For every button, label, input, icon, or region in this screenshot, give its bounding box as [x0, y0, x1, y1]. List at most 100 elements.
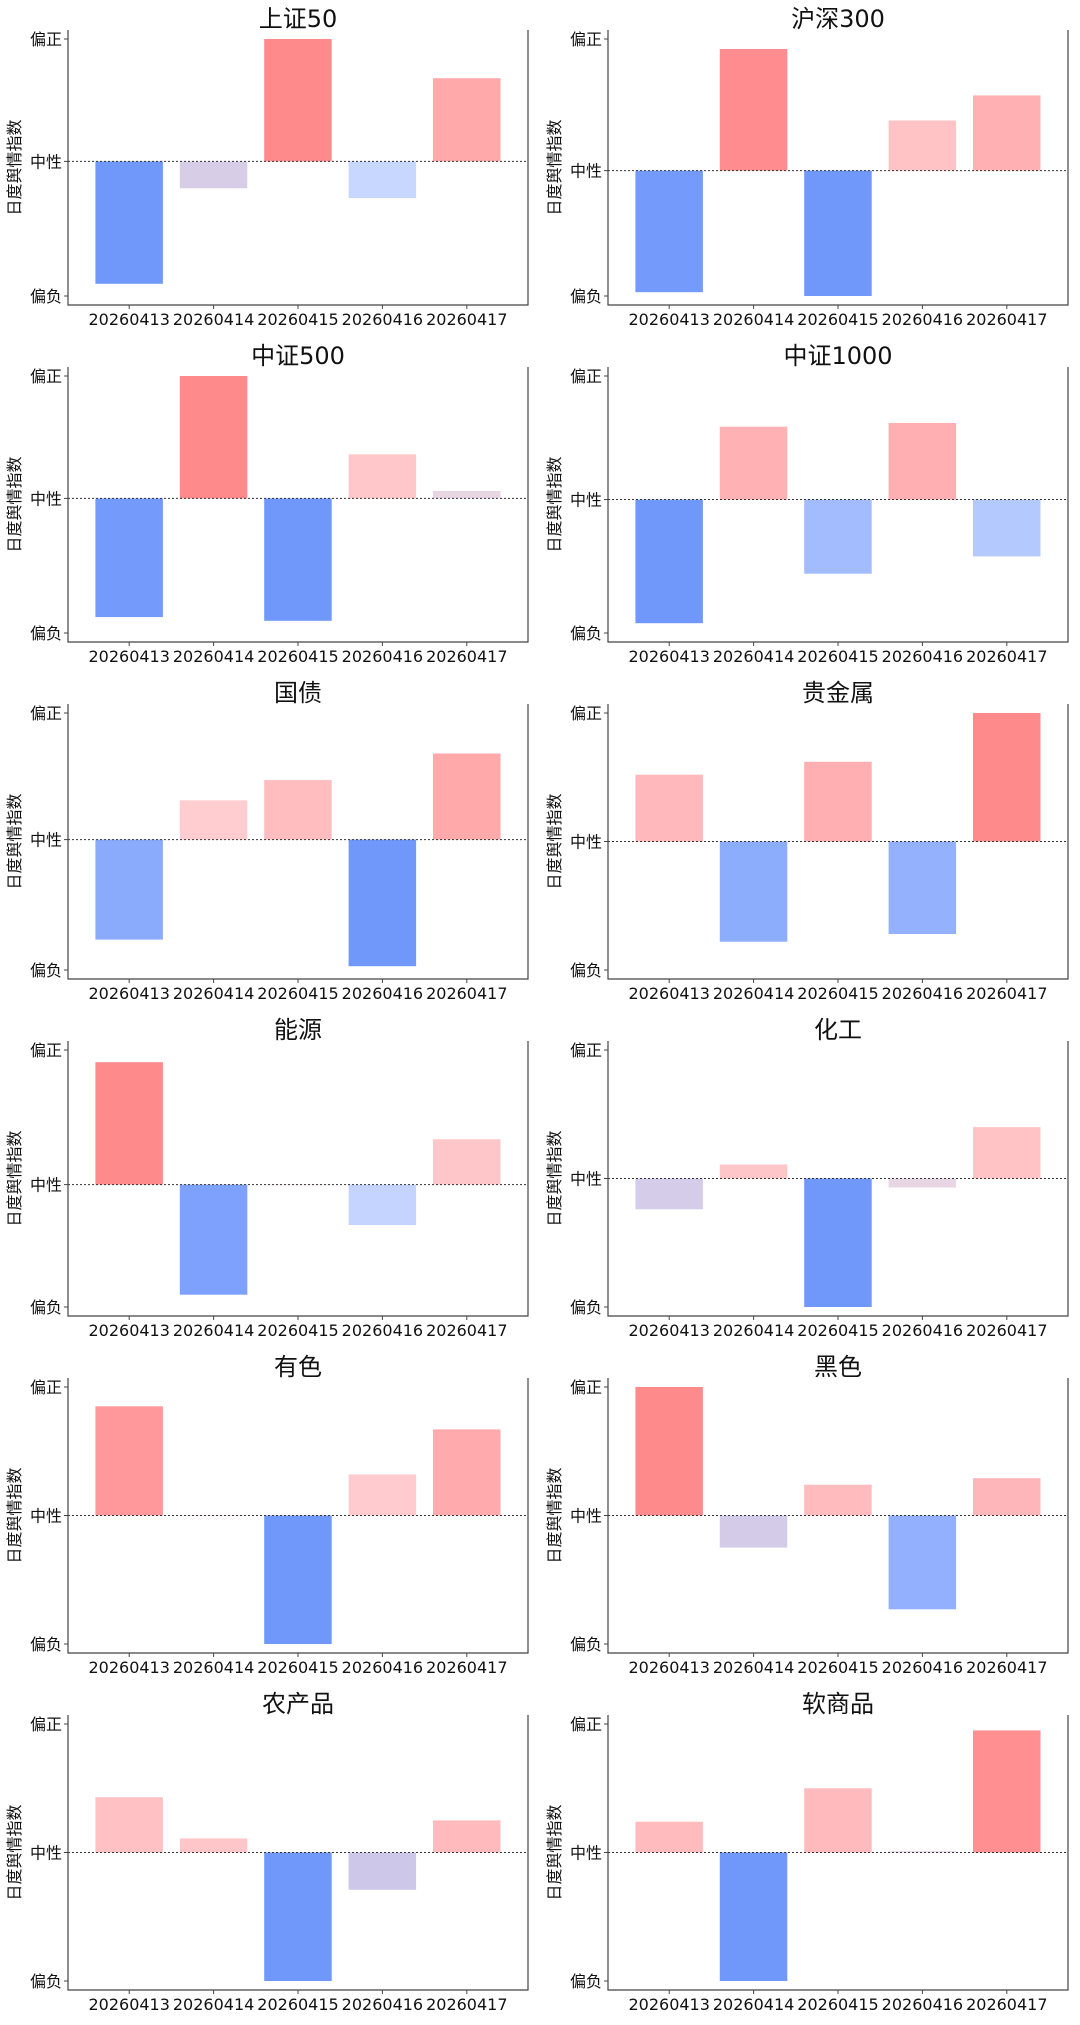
sentiment-bar-chart: 能源 20260413 20260414 20260415 20260416 202604… — [5, 1016, 529, 1340]
chart-title: 能源 — [274, 1016, 322, 1044]
sentiment-bar-chart: 贵金属 20260413 20260414 20260415 20260416 20260… — [545, 679, 1069, 1003]
y-tick-label-neutral: 中性 — [30, 1176, 62, 1195]
bar — [433, 753, 501, 840]
x-tick-label: 20260417 — [966, 1321, 1047, 1340]
y-tick-label-positive: 偏正 — [570, 367, 602, 386]
x-tick-label: 20260414 — [713, 1321, 794, 1340]
x-tick-label: 20260416 — [882, 1658, 963, 1677]
bar — [264, 498, 332, 621]
bar — [888, 1178, 957, 1188]
bar — [719, 841, 788, 942]
bar — [179, 1184, 248, 1295]
sentiment-bar-chart: 软商品 20260413 20260414 20260415 20260416 20260… — [545, 1690, 1069, 2014]
bar — [179, 161, 248, 189]
y-tick-label-neutral: 中性 — [570, 162, 602, 181]
bar — [264, 780, 332, 840]
y-tick-label-positive: 偏正 — [570, 1378, 602, 1397]
x-tick-label: 20260417 — [966, 1995, 1047, 2014]
axis-frame — [67, 704, 529, 980]
x-tick-label: 20260414 — [713, 1995, 794, 2014]
x-tick-label: 20260414 — [173, 647, 254, 666]
x-tick-label: 20260415 — [257, 1658, 338, 1677]
y-tick-label-positive: 偏正 — [30, 1378, 62, 1397]
x-tick-label: 20260413 — [88, 1321, 169, 1340]
y-tick-label-positive: 偏正 — [570, 30, 602, 49]
bar — [264, 1515, 332, 1644]
x-tick-label: 20260417 — [426, 984, 507, 1003]
bar — [973, 713, 1041, 842]
bar — [635, 1178, 703, 1210]
bar — [95, 1406, 163, 1516]
x-tick-label: 20260415 — [797, 1995, 878, 2014]
y-axis-label: 日度舆情指数 — [5, 456, 24, 552]
bar — [719, 1164, 788, 1179]
y-axis-label: 日度舆情指数 — [5, 1467, 24, 1563]
chart-title: 中证1000 — [783, 342, 892, 370]
bar — [973, 499, 1041, 557]
y-tick-label-neutral: 中性 — [570, 833, 602, 852]
bar — [348, 1474, 417, 1516]
x-tick-label: 20260415 — [797, 1321, 878, 1340]
y-tick-label-negative: 偏负 — [30, 624, 62, 643]
x-tick-label: 20260416 — [342, 1995, 423, 2014]
y-axis-label: 日度舆情指数 — [5, 1130, 24, 1226]
bar — [179, 376, 248, 499]
y-tick-label-negative: 偏负 — [30, 961, 62, 980]
chart-panel: 软商品 20260413 20260414 20260415 20260416 20260… — [540, 1685, 1080, 2022]
chart-title: 贵金属 — [802, 679, 874, 707]
y-tick-label-positive: 偏正 — [570, 704, 602, 723]
bar — [348, 1184, 417, 1225]
bar — [264, 39, 332, 162]
x-tick-label: 20260415 — [797, 310, 878, 329]
y-tick-label-positive: 偏正 — [30, 1041, 62, 1060]
y-tick-label-negative: 偏负 — [30, 1635, 62, 1654]
bar — [635, 499, 703, 624]
y-axis-label: 日度舆情指数 — [5, 1804, 24, 1900]
sentiment-bar-chart: 上证50 20260413 20260414 20260415 20260416 2026… — [5, 5, 529, 329]
axis-frame — [607, 30, 1069, 306]
y-tick-label-neutral: 中性 — [570, 491, 602, 510]
x-tick-label: 20260414 — [173, 984, 254, 1003]
x-tick-label: 20260413 — [88, 647, 169, 666]
chart-panel: 沪深300 20260413 20260414 20260415 20260416 202… — [540, 0, 1080, 337]
chart-title: 化工 — [814, 1016, 862, 1044]
bar — [179, 1838, 248, 1853]
y-tick-label-neutral: 中性 — [30, 831, 62, 850]
bar — [973, 1478, 1041, 1516]
chart-title: 黑色 — [814, 1353, 862, 1381]
bar — [888, 1515, 957, 1610]
bar — [95, 161, 163, 284]
y-tick-label-neutral: 中性 — [30, 152, 62, 171]
x-tick-label: 20260415 — [257, 647, 338, 666]
x-tick-label: 20260414 — [173, 1658, 254, 1677]
x-tick-label: 20260414 — [173, 1995, 254, 2014]
y-axis-label: 日度舆情指数 — [545, 456, 564, 552]
y-axis-label: 日度舆情指数 — [545, 1130, 564, 1226]
x-tick-label: 20260414 — [713, 1658, 794, 1677]
x-tick-label: 20260416 — [342, 647, 423, 666]
axis-frame — [67, 367, 529, 643]
x-tick-label: 20260415 — [797, 1658, 878, 1677]
x-tick-label: 20260414 — [173, 1321, 254, 1340]
chart-panel: 有色 20260413 20260414 20260415 20260416 202604… — [0, 1348, 540, 1685]
chart-panel: 化工 20260413 20260414 20260415 20260416 202604… — [540, 1011, 1080, 1348]
bar — [888, 120, 957, 171]
x-tick-label: 20260413 — [88, 984, 169, 1003]
y-tick-label-positive: 偏正 — [570, 1715, 602, 1734]
y-tick-label-negative: 偏负 — [570, 1972, 602, 1991]
bar — [635, 170, 703, 293]
bar — [348, 161, 417, 199]
x-tick-label: 20260413 — [628, 647, 709, 666]
bar — [719, 49, 788, 171]
chart-panel: 贵金属 20260413 20260414 20260415 20260416 20260… — [540, 674, 1080, 1011]
x-tick-label: 20260414 — [713, 310, 794, 329]
chart-panel: 能源 20260413 20260414 20260415 20260416 202604… — [0, 1011, 540, 1348]
x-tick-label: 20260415 — [797, 984, 878, 1003]
x-tick-label: 20260416 — [882, 1995, 963, 2014]
x-tick-label: 20260417 — [426, 647, 507, 666]
x-tick-label: 20260417 — [426, 1995, 507, 2014]
chart-panel: 农产品 20260413 20260414 20260415 20260416 20260… — [0, 1685, 540, 2022]
chart-title: 软商品 — [802, 1690, 874, 1718]
y-tick-label-negative: 偏负 — [30, 287, 62, 306]
